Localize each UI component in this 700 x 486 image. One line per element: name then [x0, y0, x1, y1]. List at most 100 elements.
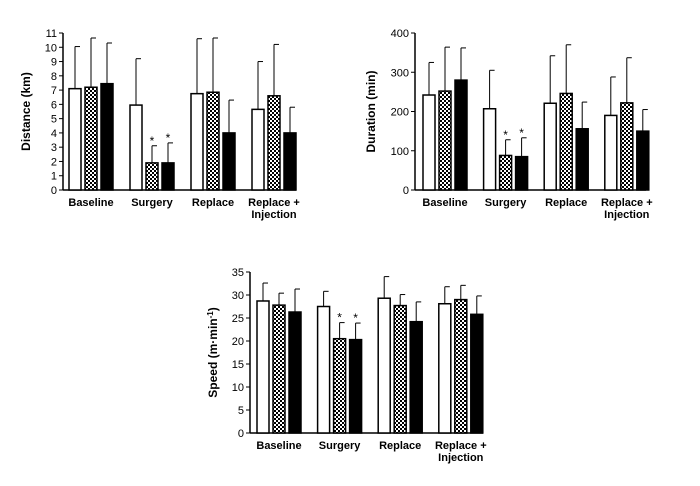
category-label: Surgery [319, 440, 361, 452]
distance-chart: 0 1 2 3 4 5 6 7 8 9 10 11 Distance (km) Baseline Surge… [19, 28, 300, 221]
bar-checkered [332, 337, 347, 434]
bar-black [100, 82, 114, 191]
bar-black [409, 320, 423, 434]
bar-white [190, 92, 204, 191]
bar-checkered [559, 92, 573, 191]
y-tick-label: 11 [46, 28, 57, 40]
bar-black [288, 311, 302, 434]
bar-black [636, 130, 650, 191]
category-label: Baseline [68, 197, 113, 209]
y-tick-label: 0 [51, 185, 57, 197]
speed-chart: 0 5 10 15 20 25 30 35 Speed (m·min-1) Baseline Sur… [206, 267, 487, 464]
category-label-line: Surgery [131, 197, 173, 209]
y-tick-label: 7 [51, 85, 57, 97]
y-tick-label: 5 [238, 405, 244, 417]
bar-checkered [267, 95, 281, 191]
category-label-line: Baseline [256, 440, 301, 452]
y-tick-label: 5 [51, 114, 57, 126]
category-label: Surgery [485, 197, 527, 209]
bar-white [377, 297, 391, 434]
category-label-line: Injection [604, 209, 650, 221]
category-label: Surgery [131, 197, 173, 209]
y-tick-label: 10 [45, 42, 57, 54]
significance-mark: * [166, 131, 171, 145]
bar-white [543, 102, 557, 191]
category-label: Replace + Injection [435, 440, 487, 464]
y-tick-label: 1 [51, 171, 57, 183]
category-label-line: Baseline [68, 197, 113, 209]
category-label: Baseline [256, 440, 301, 452]
category-label-line: Replace + [248, 197, 300, 209]
y-tick-label: 4 [51, 128, 57, 140]
bar-checkered [393, 304, 407, 434]
category-label: Replace + Injection [601, 197, 653, 221]
y-tick-label: 3 [51, 142, 57, 154]
y-axis-title-text: Distance (km) [19, 72, 33, 151]
y-tick-label: 300 [391, 67, 409, 79]
y-tick-label: 100 [391, 146, 409, 158]
bar-white [482, 108, 497, 191]
y-tick-label: 30 [232, 290, 244, 302]
bar-black [222, 132, 236, 191]
y-axis-title-suffix: ) [206, 307, 220, 311]
bar-white [438, 302, 452, 434]
category-label-line: Replace [545, 197, 587, 209]
bar-black [454, 79, 468, 191]
bar-black [348, 338, 363, 434]
significance-mark: * [150, 134, 155, 148]
bar-checkered [498, 154, 513, 191]
significance-mark: * [519, 126, 524, 140]
category-label: Replace [192, 197, 234, 209]
y-tick-label: 2 [51, 156, 57, 168]
bar-checkered [454, 298, 468, 434]
bar-checkered [145, 162, 159, 191]
bar-white [316, 305, 331, 434]
category-label-line: Surgery [485, 197, 527, 209]
category-label-line: Injection [438, 452, 484, 464]
y-axis-title: Distance (km) [19, 72, 33, 151]
y-tick-label: 0 [403, 185, 409, 197]
y-tick-label: 400 [391, 28, 409, 40]
category-label-line: Replace [379, 440, 421, 452]
y-tick-label: 10 [232, 382, 244, 394]
y-axis-title: Duration (min) [364, 71, 378, 153]
category-label-line: Replace + [435, 440, 487, 452]
bar-black [283, 132, 297, 191]
bar-black [161, 162, 175, 191]
bar-black [514, 155, 529, 191]
bar-checkered [84, 86, 98, 191]
category-label-line: Injection [251, 209, 297, 221]
y-tick-label: 0 [238, 428, 244, 440]
y-tick-label: 9 [51, 57, 57, 69]
bar-checkered [206, 91, 220, 191]
category-label: Replace [545, 197, 587, 209]
bar-checkered [438, 90, 452, 191]
bar-white [251, 108, 265, 191]
y-tick-label: 25 [232, 313, 244, 325]
category-label-line: Surgery [319, 440, 361, 452]
category-label: Baseline [422, 197, 467, 209]
category-label: Replace [379, 440, 421, 452]
significance-mark: * [337, 311, 342, 325]
y-tick-label: 6 [51, 99, 57, 111]
category-label: Replace + Injection [248, 197, 300, 221]
category-label-line: Baseline [422, 197, 467, 209]
y-tick-label: 35 [232, 267, 244, 279]
y-tick-label: 20 [232, 336, 244, 348]
bar-white [604, 114, 618, 191]
y-tick-label: 200 [391, 107, 409, 119]
y-axis-title-text: Speed (m·min [206, 318, 220, 397]
duration-chart: 0 100 200 300 400 Duration (min) Baseline Surge… [364, 28, 653, 221]
bar-black [575, 128, 589, 191]
bar-checkered [272, 304, 286, 434]
y-tick-label: 8 [51, 71, 57, 83]
category-label-line: Replace + [601, 197, 653, 209]
y-axis-title-text: Duration (min) [364, 71, 378, 153]
bar-white [68, 87, 82, 191]
y-axis-title-superscript: -1 [206, 311, 215, 319]
bar-white [129, 104, 143, 191]
significance-mark: * [353, 311, 358, 325]
significance-mark: * [503, 128, 508, 142]
y-axis-title: Speed (m·min-1) [206, 307, 221, 397]
